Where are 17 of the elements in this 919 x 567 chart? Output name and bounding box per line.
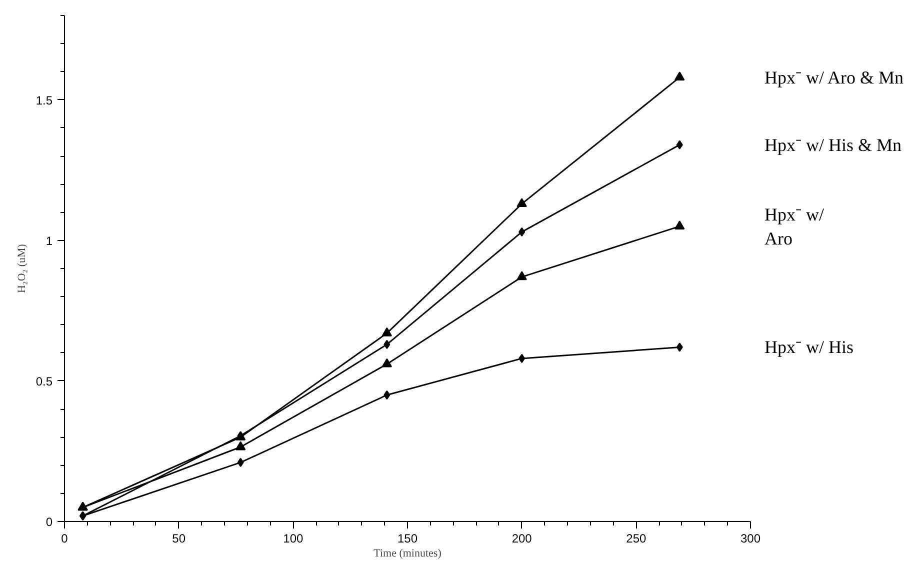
x-tick-label: 50	[172, 532, 186, 546]
y-tick-label: 1.5	[36, 93, 53, 108]
y-tick-label: 1	[46, 234, 53, 248]
text: Hpx⁻ w/ His & Mn	[764, 134, 902, 155]
y-tick-label: 0	[46, 515, 53, 529]
x-tick-label: 250	[626, 532, 647, 546]
y-tick-label: 0.5	[36, 374, 53, 388]
x-tick-label: 100	[283, 532, 304, 546]
text: Hpx⁻ w/ His	[764, 337, 854, 358]
x-tick-label: 0	[61, 532, 68, 546]
text: Hpx⁻ w/ Aro & Mn	[764, 67, 904, 88]
x-tick-label: 300	[740, 532, 761, 546]
y-axis-title: H₂O₂ (uM)	[16, 244, 28, 293]
x-tick-label: 150	[397, 532, 418, 546]
x-axis-title: Time (minutes)	[374, 548, 442, 560]
x-tick-label: 200	[512, 532, 532, 546]
text: Hpx⁻ w/ Aro	[764, 204, 824, 248]
